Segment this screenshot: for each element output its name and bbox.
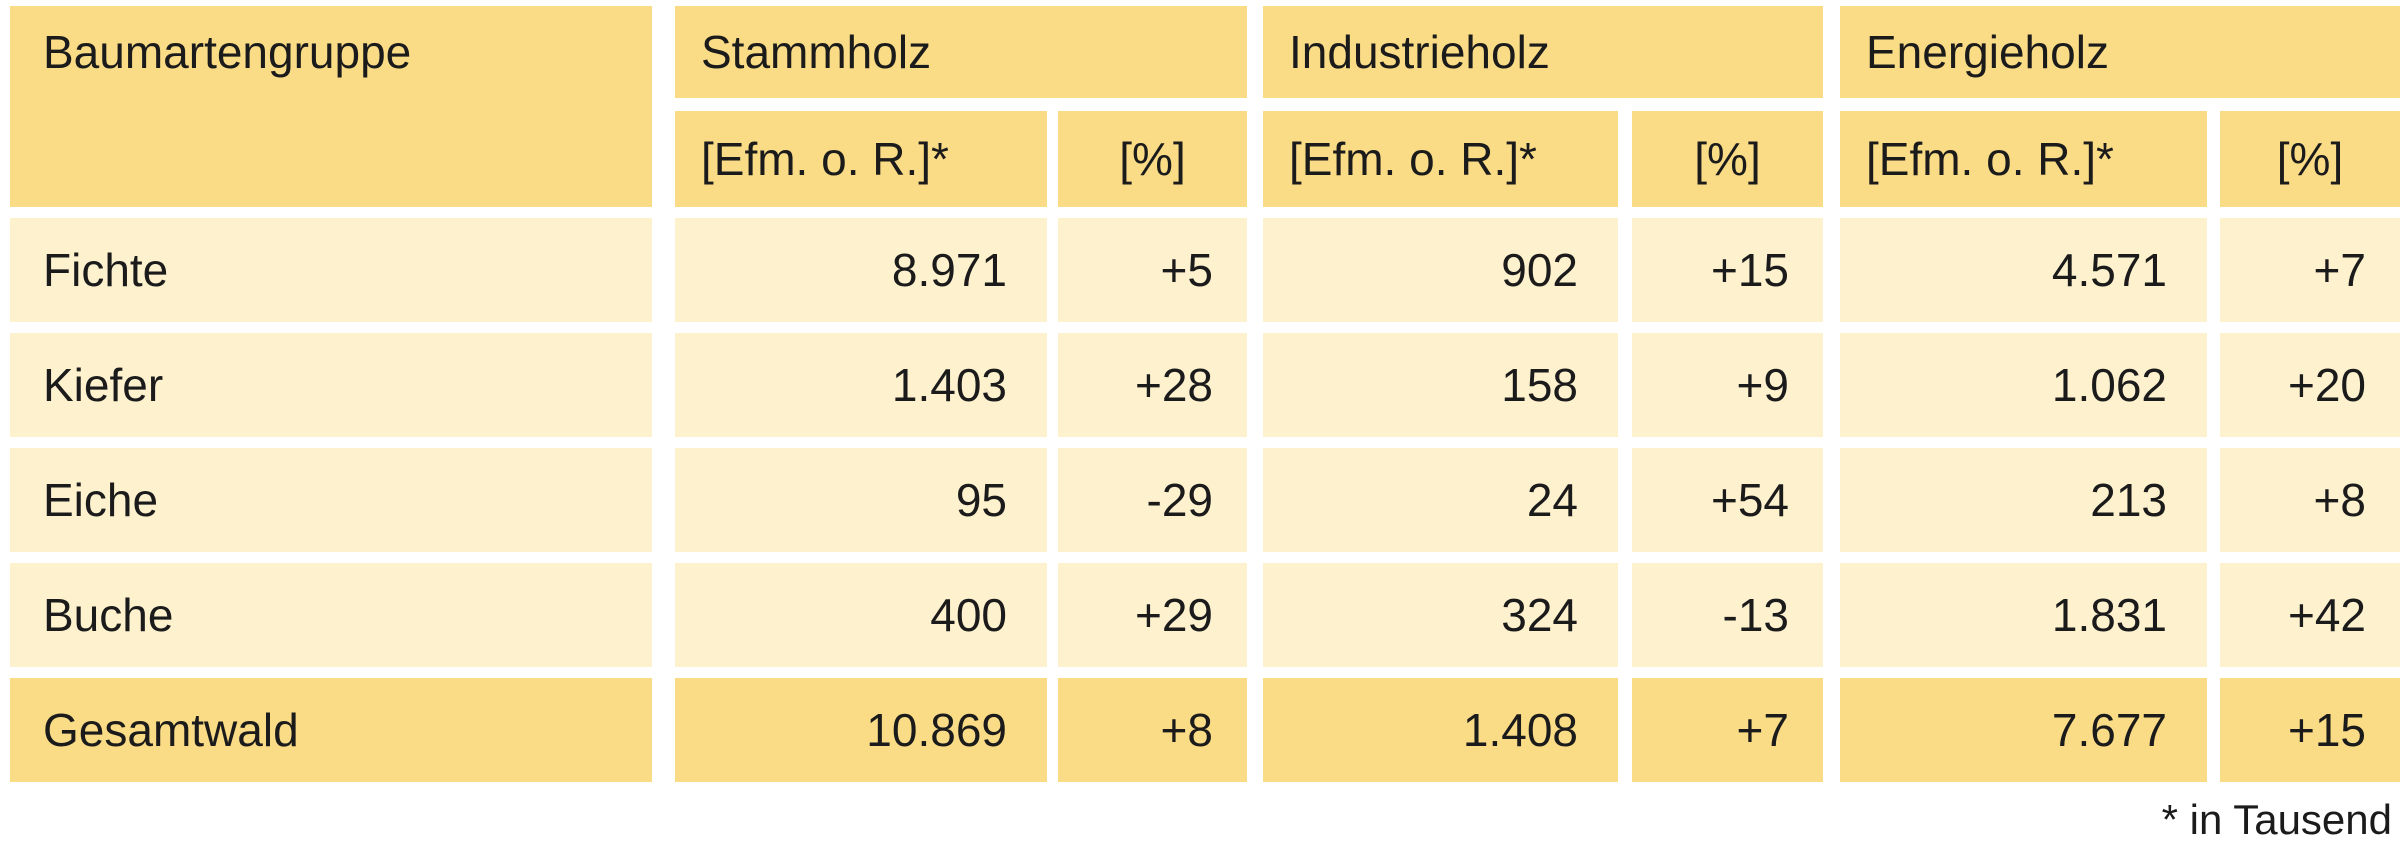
cell-fichte-stammholz-volume: 8.971 xyxy=(675,218,1047,322)
group-header-stammholz: Stammholz xyxy=(675,6,1247,98)
harvest-table: Baumartengruppe Stammholz Industrieholz … xyxy=(10,6,2400,782)
group-header-industrieholz: Industrieholz xyxy=(1263,6,1823,98)
cell-gesamtwald-industrieholz-volume: 1.408 xyxy=(1263,678,1618,782)
row-label-fichte: Fichte xyxy=(10,218,652,322)
cell-fichte-industrieholz-percent: +15 xyxy=(1632,218,1823,322)
cell-kiefer-energieholz-volume: 1.062 xyxy=(1840,333,2207,437)
cell-fichte-industrieholz-volume: 902 xyxy=(1263,218,1618,322)
footnote-in-tausend: * in Tausend xyxy=(2161,796,2392,843)
group-header-energieholz: Energieholz xyxy=(1840,6,2400,98)
cell-gesamtwald-energieholz-percent: +15 xyxy=(2220,678,2400,782)
subheader-stammholz-percent: [%] xyxy=(1058,111,1247,207)
cell-eiche-stammholz-volume: 95 xyxy=(675,448,1047,552)
cell-kiefer-stammholz-volume: 1.403 xyxy=(675,333,1047,437)
cell-eiche-industrieholz-volume: 24 xyxy=(1263,448,1618,552)
cell-eiche-energieholz-volume: 213 xyxy=(1840,448,2207,552)
cell-fichte-energieholz-percent: +7 xyxy=(2220,218,2400,322)
cell-gesamtwald-stammholz-percent: +8 xyxy=(1058,678,1247,782)
subheader-industrieholz-percent: [%] xyxy=(1632,111,1823,207)
corner-header-baumartengruppe: Baumartengruppe xyxy=(10,6,652,207)
cell-gesamtwald-stammholz-volume: 10.869 xyxy=(675,678,1047,782)
cell-kiefer-industrieholz-volume: 158 xyxy=(1263,333,1618,437)
cell-buche-stammholz-volume: 400 xyxy=(675,563,1047,667)
cell-gesamtwald-industrieholz-percent: +7 xyxy=(1632,678,1823,782)
row-label-eiche: Eiche xyxy=(10,448,652,552)
cell-buche-industrieholz-percent: -13 xyxy=(1632,563,1823,667)
cell-eiche-industrieholz-percent: +54 xyxy=(1632,448,1823,552)
cell-fichte-energieholz-volume: 4.571 xyxy=(1840,218,2207,322)
cell-eiche-stammholz-percent: -29 xyxy=(1058,448,1247,552)
row-label-gesamtwald: Gesamtwald xyxy=(10,678,652,782)
cell-buche-energieholz-percent: +42 xyxy=(2220,563,2400,667)
cell-buche-industrieholz-volume: 324 xyxy=(1263,563,1618,667)
cell-kiefer-industrieholz-percent: +9 xyxy=(1632,333,1823,437)
cell-buche-stammholz-percent: +29 xyxy=(1058,563,1247,667)
cell-eiche-energieholz-percent: +8 xyxy=(2220,448,2400,552)
subheader-stammholz-volume: [Efm. o. R.]* xyxy=(675,111,1047,207)
cell-gesamtwald-energieholz-volume: 7.677 xyxy=(1840,678,2207,782)
subheader-energieholz-volume: [Efm. o. R.]* xyxy=(1840,111,2207,207)
row-label-buche: Buche xyxy=(10,563,652,667)
cell-fichte-stammholz-percent: +5 xyxy=(1058,218,1247,322)
cell-kiefer-stammholz-percent: +28 xyxy=(1058,333,1247,437)
row-label-kiefer: Kiefer xyxy=(10,333,652,437)
subheader-industrieholz-volume: [Efm. o. R.]* xyxy=(1263,111,1618,207)
subheader-energieholz-percent: [%] xyxy=(2220,111,2400,207)
cell-kiefer-energieholz-percent: +20 xyxy=(2220,333,2400,437)
cell-buche-energieholz-volume: 1.831 xyxy=(1840,563,2207,667)
